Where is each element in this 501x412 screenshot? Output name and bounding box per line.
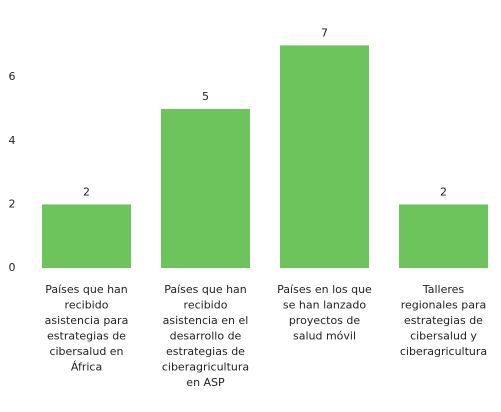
data-label: 2 [440,185,447,198]
y-tick-label: 2 [9,197,16,210]
y-tick-label: 4 [9,134,16,147]
y-tick-label: 0 [9,261,16,274]
x-tick-label: Países en los que se han lanzado proyectos… [277,283,372,343]
y-tick-label: 6 [9,70,16,83]
bar [42,204,131,268]
x-tick-label: Talleres regionales para estrategias de cib… [400,283,487,358]
data-label: 7 [321,26,328,39]
data-label: 5 [202,90,209,103]
data-label: 2 [83,185,90,198]
x-tick-label: Países que han recibido asistencia en el de… [162,283,249,389]
x-tick-label: Países que han recibido asistencia para est… [45,283,129,374]
bar [399,204,488,268]
bar [280,45,369,269]
bar [161,109,250,268]
